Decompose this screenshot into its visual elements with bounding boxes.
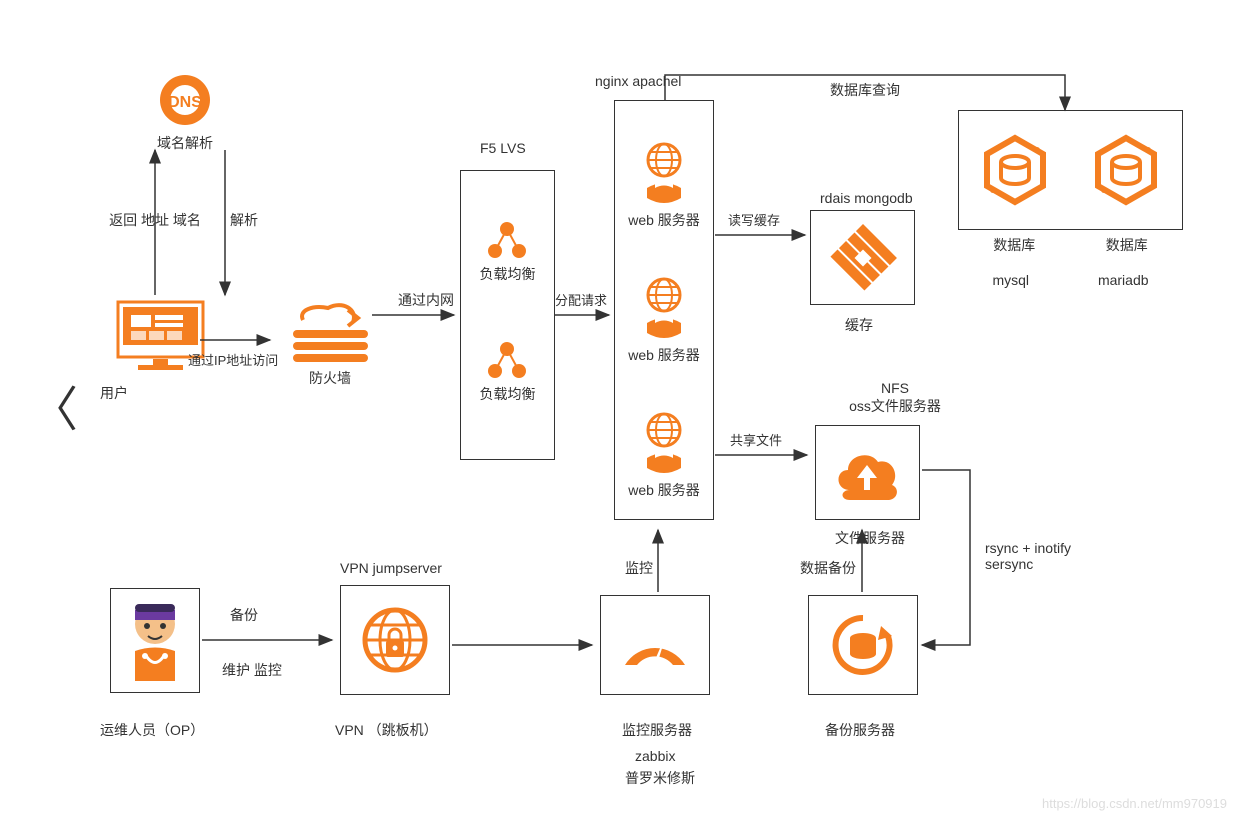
monitor-gauge-icon xyxy=(615,610,695,680)
web-item-2: web 服务器 xyxy=(628,345,700,365)
cache-box xyxy=(810,210,915,305)
db-icon-2 xyxy=(1086,130,1166,210)
db-icon-1 xyxy=(975,130,1055,210)
rsync-label: rsync + inotify sersync xyxy=(985,540,1071,572)
cache-title: rdais mongodb xyxy=(820,190,913,206)
op-vpn-arrow xyxy=(202,630,342,650)
monitor-box xyxy=(600,595,710,695)
db-box xyxy=(958,110,1183,230)
via-ip-label: 通过IP地址访问 xyxy=(188,350,278,369)
vpn-title: VPN jumpserver xyxy=(340,560,442,576)
db-query-label: 数据库查询 xyxy=(830,80,900,100)
lb-icon-1 xyxy=(485,219,530,264)
monitor-sub2: 普罗米修斯 xyxy=(625,768,695,788)
op-backup-label: 备份 xyxy=(230,605,258,625)
nfs-box xyxy=(815,425,920,520)
vpn-box xyxy=(340,585,450,695)
nfs-title: NFS oss文件服务器 xyxy=(845,380,945,416)
dns-icon: DNS xyxy=(150,70,220,130)
monitor-edge-label: 监控 xyxy=(625,558,653,578)
via-intranet-label: 通过内网 xyxy=(398,290,454,310)
db-label-1: 数据库 xyxy=(993,235,1035,255)
firewall-icon xyxy=(283,300,378,365)
svg-text:DNS: DNS xyxy=(168,94,202,111)
op-person-icon xyxy=(120,596,190,686)
backup-label: 备份服务器 xyxy=(825,720,895,740)
back-chevron-icon: 〈 xyxy=(30,370,78,440)
lb-icon-2 xyxy=(485,339,530,384)
db-sub-1: mysql xyxy=(992,272,1029,288)
vpn-monitor-arrow xyxy=(452,635,602,655)
db-sub-2: mariadb xyxy=(1098,272,1149,288)
cache-icon xyxy=(828,223,898,293)
dns-return-label: 返回 地址 域名 xyxy=(95,210,215,230)
user-firewall-arrow xyxy=(200,330,280,350)
web-icon-3 xyxy=(637,410,692,480)
firewall-label: 防火墙 xyxy=(275,368,385,388)
dispatch-label: 分配请求 xyxy=(555,290,607,309)
lb-item-2: 负载均衡 xyxy=(480,384,536,404)
cache-label: 缓存 xyxy=(845,315,873,335)
web-item-3: web 服务器 xyxy=(628,480,700,500)
user-label: 用户 xyxy=(100,383,220,403)
monitor-label: 监控服务器 xyxy=(622,720,692,740)
firewall-node: 防火墙 xyxy=(275,300,385,388)
cloud-upload-icon xyxy=(830,440,905,505)
lb-title: F5 LVS xyxy=(480,140,526,156)
vpn-icon xyxy=(358,603,433,678)
nfs-backup-arrow xyxy=(920,465,990,655)
lb-item-1: 负载均衡 xyxy=(480,264,536,284)
data-backup-label: 数据备份 xyxy=(800,558,856,578)
op-maint-label: 维护 监控 xyxy=(222,660,282,680)
web-box: web 服务器 web 服务器 web 服务器 xyxy=(614,100,714,520)
backup-icon xyxy=(826,608,901,683)
watermark: https://blog.csdn.net/mm970919 xyxy=(1042,796,1227,811)
web-icon-2 xyxy=(637,275,692,345)
monitor-sub1: zabbix xyxy=(635,748,675,764)
cache-rw-label: 读写缓存 xyxy=(728,210,780,229)
op-box xyxy=(110,588,200,693)
backup-box xyxy=(808,595,918,695)
db-label-2: 数据库 xyxy=(1106,235,1148,255)
web-icon-1 xyxy=(637,140,692,210)
vpn-label: VPN （跳板机） xyxy=(335,720,438,740)
dns-resolve-label: 解析 xyxy=(230,210,258,230)
share-file-label: 共享文件 xyxy=(730,430,782,449)
web-item-1: web 服务器 xyxy=(628,210,700,230)
lb-box: 负载均衡 负载均衡 xyxy=(460,170,555,460)
op-label: 运维人员（OP） xyxy=(100,720,204,740)
